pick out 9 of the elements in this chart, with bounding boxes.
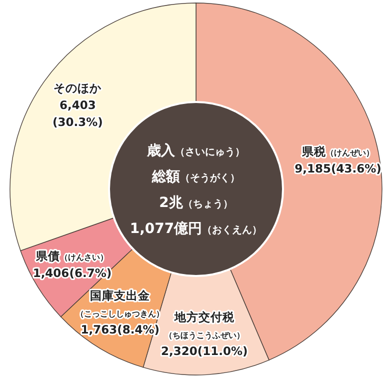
data-label: 9,185(43.6%) xyxy=(294,161,382,176)
slice-label: そのほか xyxy=(54,81,103,96)
slice-label: 国庫支出金（こっこししゅつきん） xyxy=(76,288,164,319)
data-label: 6,403(30.3%) xyxy=(52,98,103,130)
slice-label: 県税（けんぜい） xyxy=(301,144,374,158)
text: 歳入（さいにゅう）総額（そうがく）2兆（ちょう）1,077億円（おくえん） xyxy=(130,143,262,237)
data-label: 2,320(11.0%) xyxy=(160,344,248,358)
slice-label: 県債（けんさい） xyxy=(35,248,108,263)
slice-label: 地方交付税（ちほうこうふぜい） xyxy=(164,310,244,340)
